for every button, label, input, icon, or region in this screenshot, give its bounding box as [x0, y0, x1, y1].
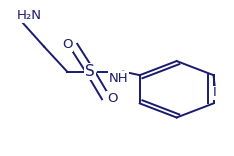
Text: H₂N: H₂N — [17, 9, 42, 22]
Text: O: O — [62, 38, 72, 51]
Text: NH: NH — [108, 71, 128, 85]
Text: O: O — [107, 92, 117, 105]
Text: S: S — [85, 64, 95, 79]
Text: I: I — [213, 86, 217, 99]
